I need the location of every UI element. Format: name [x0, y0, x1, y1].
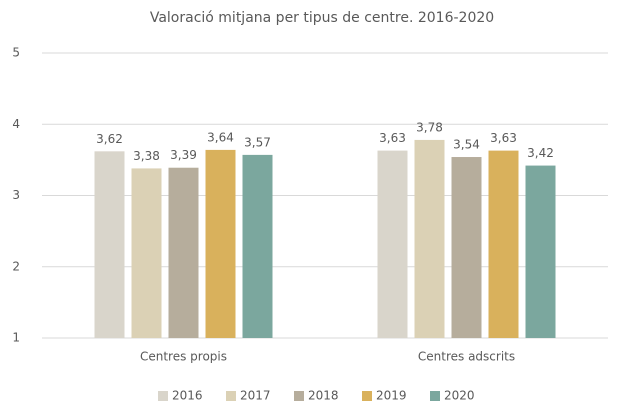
value-label: 3,39 [170, 148, 197, 162]
x-tick-label: Centres adscrits [418, 350, 515, 364]
bar [525, 165, 556, 338]
y-tick-label: 2 [12, 259, 20, 273]
bar [242, 154, 273, 338]
bar [451, 157, 482, 338]
y-tick-label: 3 [12, 188, 20, 202]
legend-swatch [430, 391, 440, 401]
y-tick-label: 5 [12, 46, 20, 60]
x-tick-label: Centres propis [140, 350, 227, 364]
y-tick-label: 4 [12, 117, 20, 131]
value-label: 3,64 [207, 130, 234, 144]
legend-label: 2020 [444, 389, 475, 403]
bar [168, 167, 199, 338]
legend-swatch [158, 391, 168, 401]
legend-swatch [362, 391, 372, 401]
value-label: 3,42 [527, 146, 554, 160]
value-label: 3,54 [453, 138, 480, 152]
bar [94, 151, 125, 338]
chart-title: Valoració mitjana per tipus de centre. 2… [150, 10, 494, 26]
legend-label: 2017 [240, 389, 271, 403]
value-label: 3,63 [490, 131, 517, 145]
value-label: 3,78 [416, 120, 443, 134]
bar [131, 168, 162, 338]
legend-label: 2016 [172, 389, 203, 403]
bar [488, 150, 519, 338]
value-label: 3,63 [379, 131, 406, 145]
bar [377, 150, 408, 338]
legend-swatch [294, 391, 304, 401]
value-label: 3,38 [133, 149, 160, 163]
value-label: 3,62 [96, 132, 123, 146]
legend-swatch [226, 391, 236, 401]
legend-label: 2019 [376, 389, 407, 403]
legend-label: 2018 [308, 389, 339, 403]
value-label: 3,57 [244, 135, 271, 149]
bar [414, 139, 445, 338]
y-tick-label: 1 [12, 331, 20, 345]
bar [205, 149, 236, 338]
